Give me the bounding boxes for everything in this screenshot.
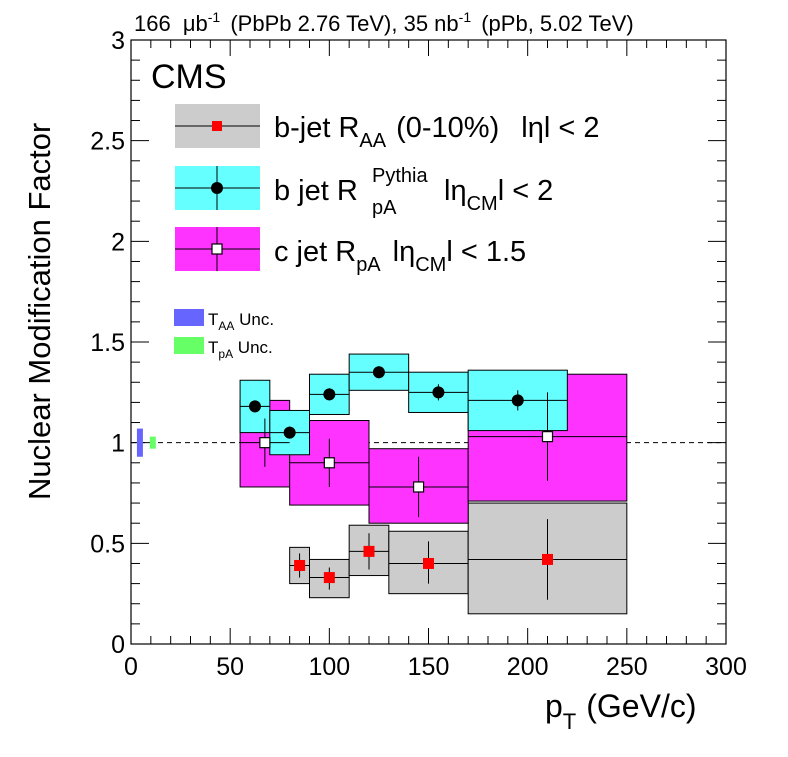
legend-label-bjet-rpa: b jet R [274, 175, 358, 207]
marker-black-circle [283, 426, 296, 439]
marker-red-square [323, 572, 335, 584]
norm-unc-bar [136, 428, 143, 457]
axis-ticks: 0 50 100 150 200 250 300 0 0.5 1 1.5 2 2.5 3 [90, 27, 747, 681]
marker-red-square [363, 545, 375, 557]
marker-black-circle [323, 388, 336, 401]
y-tick-label: 0.5 [90, 530, 125, 558]
marker-black-circle [372, 366, 385, 379]
marker-open-square [541, 431, 554, 443]
legend-marker-open-square [211, 243, 223, 255]
legend-entry-bjet-rpa: b jet R Pythia pA lηCMl < 2 [175, 165, 553, 219]
legend-label-cjet-rpa: c jet RpA lηCMl < 1.5 [274, 236, 526, 276]
x-tick-label: 150 [408, 653, 450, 681]
x-tick-label: 50 [216, 653, 244, 681]
marker-open-square [412, 481, 425, 493]
legend-swatch-tpa [174, 337, 204, 354]
marker-open-square [323, 457, 335, 469]
legend-label-taa: TAA Unc. [208, 310, 274, 333]
legend-entry-bjet-raa: b-jet RAA (0-10%) lηl < 2 [175, 104, 599, 152]
x-tick-label: 200 [507, 653, 549, 681]
legend-marker-red-square [212, 121, 222, 131]
legend-sup-bjet-rpa: Pythia [372, 165, 428, 187]
marker-black-circle [432, 386, 445, 399]
legend-marker-black-circle [211, 182, 223, 194]
x-tick-label: 100 [308, 653, 350, 681]
marker-red-square [542, 553, 553, 565]
legend-label-bjet-raa: b-jet RAA (0-10%) lηl < 2 [274, 112, 599, 152]
legend-entry-taa-unc: TAA Unc. [174, 309, 274, 333]
x-tick-label: 250 [606, 653, 648, 681]
legend-swatch-taa [174, 309, 204, 326]
legend-eta-bjet-rpa: lηCMl < 2 [444, 175, 553, 215]
experiment-label: CMS [151, 58, 227, 96]
legend: b-jet RAA (0-10%) lηl < 2 b jet R Pythia p… [174, 104, 599, 361]
y-tick-label: 0 [111, 631, 125, 659]
marker-red-square [294, 559, 306, 571]
legend-sub-bjet-rpa: pA [372, 197, 397, 219]
sys-box [309, 558, 350, 599]
legend-entry-tpa-unc: TpA Unc. [174, 337, 273, 361]
normalization-uncertainties [136, 428, 156, 457]
marker-open-square [259, 437, 271, 449]
marker-red-square [423, 557, 434, 569]
marker-black-circle [511, 394, 524, 407]
y-tick-label: 2 [111, 228, 125, 256]
x-tick-label: 300 [705, 653, 747, 681]
header-lumi: 166 μb-1 (PbPb 2.76 TeV), 35 nb-1 (pPb, … [134, 2, 634, 36]
marker-black-circle [248, 400, 261, 413]
y-tick-label: 2.5 [90, 128, 125, 156]
x-axis-title: pT (GeV/c) [545, 688, 696, 734]
y-tick-label: 3 [111, 27, 125, 55]
y-tick-label: 1.5 [90, 329, 125, 357]
y-axis-title: Nuclear Modification Factor [22, 123, 57, 500]
data-markers [248, 366, 554, 584]
y-tick-label: 1 [111, 430, 125, 458]
legend-entry-cjet-rpa: c jet RpA lηCMl < 1.5 [175, 227, 526, 276]
norm-unc-bar [149, 436, 156, 449]
x-tick-label: 0 [124, 653, 138, 681]
legend-label-tpa: TpA Unc. [208, 338, 273, 361]
